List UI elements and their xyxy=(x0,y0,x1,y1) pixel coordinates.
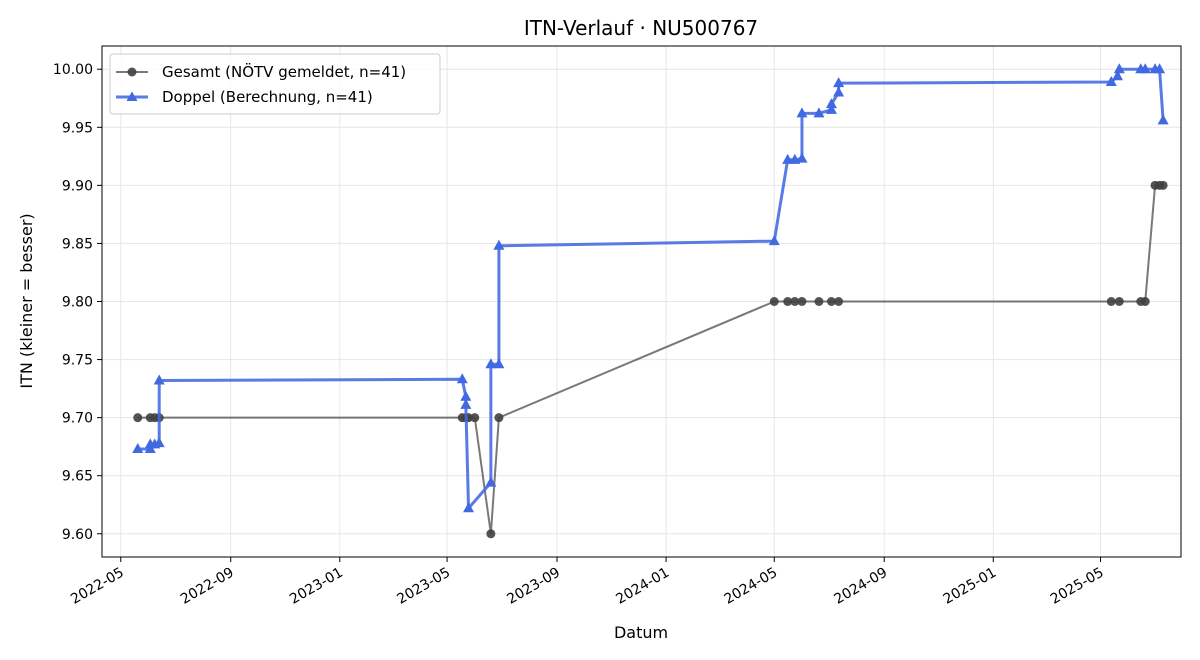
data-point xyxy=(456,373,468,384)
data-point xyxy=(813,107,825,118)
x-tick-label: 2023-09 xyxy=(504,565,563,608)
y-tick-label: 9.90 xyxy=(62,178,93,194)
data-point xyxy=(1105,76,1117,87)
legend-frame xyxy=(109,53,441,115)
data-point xyxy=(790,297,800,306)
x-tick-label: 2022-05 xyxy=(68,565,127,608)
y-tick-label: 9.75 xyxy=(62,353,93,369)
data-point xyxy=(796,152,808,163)
data-point xyxy=(1139,63,1151,74)
data-point xyxy=(825,98,837,109)
series-gesamt xyxy=(133,180,1168,539)
data-point xyxy=(153,437,165,448)
series-doppel xyxy=(132,63,1169,513)
y-tick-label: 10.00 xyxy=(53,62,93,78)
data-point xyxy=(493,358,505,369)
data-point xyxy=(834,297,844,306)
x-axis: 2022-05 2022-09 2023-01 2023-05 2023-09 2024-… xyxy=(68,557,1107,608)
data-point xyxy=(797,297,807,306)
y-tick-label: 9.70 xyxy=(62,411,93,427)
y-axis-title: ITN (kleiner = besser) xyxy=(17,213,36,388)
x-tick-label: 2024-09 xyxy=(832,565,891,608)
data-point xyxy=(783,297,793,306)
data-point xyxy=(796,107,808,118)
data-point xyxy=(153,374,165,385)
series-layer xyxy=(132,63,1169,539)
x-tick-label: 2023-01 xyxy=(287,565,346,608)
data-point xyxy=(494,413,504,423)
data-point xyxy=(133,413,143,423)
data-point xyxy=(826,297,836,306)
x-tick-label: 2023-05 xyxy=(394,565,453,608)
y-tick-label: 9.65 xyxy=(62,469,93,485)
data-point xyxy=(825,103,837,114)
legend-label-gesamt: Gesamt (NÖTV gemeldet, n=41) xyxy=(162,62,406,81)
data-point xyxy=(493,239,505,250)
y-tick-label: 9.85 xyxy=(62,236,93,252)
data-point xyxy=(470,413,480,423)
data-point xyxy=(460,390,472,401)
data-point xyxy=(1158,180,1168,190)
data-point xyxy=(768,235,780,246)
y-tick-label: 9.80 xyxy=(62,295,93,311)
y-axis: 9.60 9.65 9.70 9.75 9.80 9.85 9.90 9.95 10.00 xyxy=(53,62,102,543)
data-point xyxy=(782,153,794,164)
legend-marker-gesamt xyxy=(127,67,137,77)
data-point xyxy=(463,502,475,513)
legend-marker-doppel xyxy=(126,91,138,101)
data-point xyxy=(814,297,824,306)
x-tick-label: 2024-01 xyxy=(613,565,672,608)
data-point xyxy=(1114,297,1124,306)
data-point xyxy=(485,358,497,369)
x-tick-label: 2025-01 xyxy=(941,565,1000,608)
data-point xyxy=(769,297,779,306)
data-point xyxy=(1113,63,1125,74)
x-tick-label: 2022-09 xyxy=(178,565,237,608)
x-axis-title: Datum xyxy=(614,623,668,642)
data-point xyxy=(132,442,144,453)
legend: Gesamt (NÖTV gemeldet, n=41) Doppel (Ber… xyxy=(109,53,441,115)
x-tick-label: 2024-05 xyxy=(722,565,781,608)
data-point xyxy=(486,529,496,539)
data-point xyxy=(1140,297,1150,306)
data-point xyxy=(1157,114,1169,125)
data-point xyxy=(1112,70,1124,81)
data-point xyxy=(1154,63,1166,74)
data-point xyxy=(460,398,472,409)
data-point xyxy=(1106,297,1116,306)
x-tick-label: 2025-05 xyxy=(1048,565,1107,608)
series-line xyxy=(137,67,1165,510)
y-tick-label: 9.95 xyxy=(62,120,93,136)
data-point xyxy=(833,77,845,88)
y-tick-label: 9.60 xyxy=(62,527,93,543)
data-point xyxy=(485,476,497,487)
data-point xyxy=(833,86,845,97)
legend-label-doppel: Doppel (Berechnung, n=41) xyxy=(162,88,373,106)
chart-title: ITN-Verlauf · NU500767 xyxy=(524,16,758,40)
